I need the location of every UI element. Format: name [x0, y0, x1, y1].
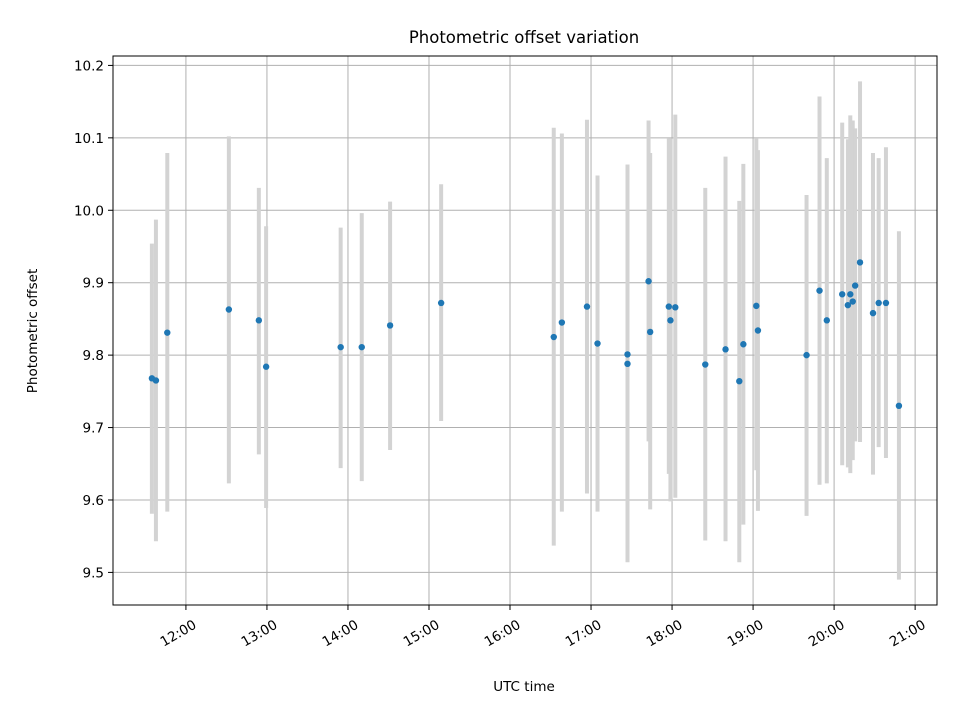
data-point	[558, 319, 566, 326]
data-point	[847, 291, 854, 298]
data-point	[736, 377, 743, 385]
data-point	[358, 343, 365, 351]
data-point	[875, 299, 882, 307]
data-point	[624, 351, 631, 358]
data-points	[148, 259, 903, 410]
data-point	[895, 402, 903, 410]
data-point	[550, 333, 557, 341]
data-point	[337, 343, 344, 351]
data-point	[624, 360, 631, 368]
data-point	[594, 340, 601, 347]
y-axis-ticks: 9.5 9.6 9.7 9.8 9.9 10.0 10.1 10.2	[74, 58, 113, 581]
data-point	[740, 341, 747, 348]
data-point	[754, 327, 762, 334]
data-point	[702, 361, 709, 368]
grid	[113, 56, 937, 605]
data-point	[869, 309, 877, 317]
data-point	[851, 282, 859, 289]
y-tick-label: 9.9	[83, 276, 104, 292]
data-point	[856, 259, 864, 266]
data-point	[262, 363, 270, 370]
y-tick-label: 10.2	[74, 58, 104, 74]
y-tick-label: 9.7	[83, 421, 104, 437]
data-point	[225, 306, 233, 313]
data-point	[823, 317, 831, 324]
data-point	[844, 301, 852, 309]
data-point	[753, 302, 760, 310]
y-axis-label: Photometric offset	[25, 269, 41, 393]
y-tick-label: 10.0	[74, 203, 104, 219]
plot-frame	[112, 55, 938, 606]
y-tick-label: 9.8	[83, 348, 104, 364]
data-point	[152, 377, 160, 384]
data-point	[164, 329, 171, 336]
y-tick-label: 10.1	[74, 131, 104, 147]
y-tick-label: 9.6	[83, 493, 104, 509]
data-point	[882, 299, 890, 307]
x-axis-label: UTC time	[493, 679, 555, 695]
y-tick-label: 9.5	[83, 565, 104, 581]
data-point	[645, 278, 652, 285]
data-point	[803, 351, 810, 359]
data-point	[646, 328, 654, 336]
data-point	[667, 317, 674, 324]
data-point	[386, 322, 394, 329]
data-point	[672, 304, 679, 311]
data-point	[255, 317, 263, 324]
data-point	[722, 346, 729, 353]
data-point	[839, 291, 846, 298]
data-point	[437, 299, 445, 307]
data-point	[849, 298, 856, 305]
chart-title: Photometric offset variation	[409, 28, 639, 47]
data-point	[665, 303, 673, 310]
data-point	[583, 303, 591, 310]
data-point	[816, 287, 823, 294]
